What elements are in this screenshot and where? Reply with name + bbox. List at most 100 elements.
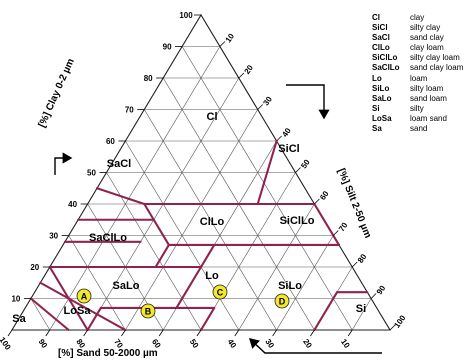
- legend-item: Cl clay: [372, 13, 463, 23]
- class-boundary: [152, 218, 170, 246]
- silt-axis-arrow: [286, 84, 330, 120]
- marker-circle: [212, 284, 228, 300]
- silt-tick-label: 100: [392, 313, 407, 330]
- sample-marker-c: C: [212, 284, 228, 300]
- legend-abbreviation: Si: [372, 103, 380, 113]
- legend-item: SiClLo silty clay loam: [372, 53, 463, 63]
- class-boundary: [48, 265, 89, 332]
- sand-axis-arrow: [248, 338, 382, 354]
- clay-tick-label: 70: [125, 106, 134, 115]
- zone-label-cl: Cl: [207, 111, 218, 123]
- zone-label-salo: SaLo: [113, 280, 140, 292]
- texture-class-boundaries: [29, 139, 369, 332]
- silt-tick-mark: [333, 230, 339, 236]
- clay-tick-label: 40: [68, 200, 77, 209]
- class-boundary: [175, 265, 203, 310]
- silt-tick-label: 70: [337, 220, 350, 233]
- marker-label: A: [81, 292, 88, 302]
- legend-name: sand clay loam: [410, 63, 464, 73]
- silt-tick-label: 20: [243, 63, 256, 76]
- sand-tick-label: 40: [226, 337, 239, 350]
- legend-abbreviation: Lo: [372, 73, 382, 83]
- sample-marker-d: D: [274, 293, 290, 309]
- legend-name: loam: [410, 73, 428, 83]
- zone-label-sacllo: SaClLo: [89, 232, 127, 244]
- legend-abbreviation: ClLo: [372, 43, 390, 53]
- legend-name: sand clay: [410, 33, 444, 43]
- legend-name: loam sand: [410, 113, 447, 123]
- zone-label-silo: SiLo: [278, 280, 302, 292]
- clay-axis-arrow: [54, 152, 73, 175]
- sand-tick-mark: [7, 329, 13, 337]
- silt-tick-mark: [257, 104, 263, 110]
- grid-line: [68, 235, 126, 331]
- legend-name: silty clay loam: [410, 53, 460, 63]
- class-boundary: [96, 187, 146, 206]
- grid-line: [144, 109, 277, 331]
- marker-circle: [140, 303, 156, 319]
- grid-line: [30, 298, 51, 331]
- clay-axis-label: [%] Clay 0-2 µm: [37, 57, 77, 129]
- silt-tick-label: 90: [375, 283, 388, 296]
- sand-tick-mark: [272, 329, 277, 337]
- sand-tick-mark: [83, 329, 88, 337]
- legend-abbreviation: SiLo: [372, 83, 390, 93]
- clay-tick-label: 50: [87, 169, 96, 178]
- legend-item: SiLo silty loam: [372, 84, 463, 94]
- class-boundary: [313, 202, 341, 246]
- silt-tick-label: 80: [356, 252, 369, 265]
- clay-tick-label: 20: [30, 263, 39, 272]
- sand-tick-mark: [196, 329, 202, 337]
- legend-abbreviation: Cl: [372, 13, 380, 22]
- grid-line: [351, 298, 372, 331]
- silt-tick-label: 10: [224, 31, 237, 44]
- legend-item: SaClLo sand clay loam: [372, 63, 463, 73]
- class-boundary: [39, 281, 127, 332]
- sand-tick-label: 50: [188, 337, 201, 350]
- legend-abbreviation: Sa: [372, 124, 382, 134]
- silt-tick-label: 40: [280, 126, 293, 139]
- silt-tick-mark: [276, 135, 282, 142]
- sand-tick-label: 10: [339, 337, 352, 350]
- grid-line: [49, 46, 221, 331]
- legend: Cl clay SiCl silty clay Sa Cl sand clay ClLo cla…: [372, 13, 463, 134]
- sand-tick-mark: [310, 329, 315, 337]
- class-boundary: [143, 202, 155, 221]
- silt-tick-label: 60: [318, 189, 331, 202]
- class-boundary: [256, 139, 278, 206]
- legend-name: clay loam: [410, 43, 444, 53]
- sand-tick-mark: [347, 329, 353, 337]
- legend-abbreviation: LoSa: [372, 113, 392, 123]
- class-boundary: [199, 306, 216, 332]
- legend-item: LoSa loam sand: [372, 114, 463, 124]
- zone-label-lo: Lo: [205, 270, 219, 282]
- legend-item: Si silty: [372, 104, 463, 114]
- legend-item: SaLo sand loam: [372, 94, 463, 104]
- clay-tick-label: 80: [144, 74, 153, 83]
- class-boundary: [86, 306, 102, 332]
- legend-name: silty clay: [410, 23, 441, 33]
- marker-label: D: [279, 297, 286, 307]
- silt-tick-mark: [295, 167, 301, 173]
- legend-name: clay: [410, 13, 425, 22]
- sample-marker-a: A: [76, 288, 92, 304]
- grid-line: [276, 235, 334, 331]
- sand-tick-label: 20: [301, 337, 314, 350]
- clay-tick-label: 60: [106, 137, 115, 146]
- clay-tick-label: 10: [11, 295, 20, 304]
- legend-name: silty loam: [410, 83, 444, 93]
- sample-marker-b: B: [140, 303, 156, 319]
- legend-abbreviation: SaClLo: [372, 63, 400, 73]
- clay-tick-label: 100: [179, 11, 193, 20]
- sand-tick-label: 30: [263, 337, 276, 350]
- legend-item: Lo loam: [372, 74, 463, 84]
- silt-tick-mark: [238, 72, 245, 79]
- clay-tick-label: 90: [163, 43, 172, 52]
- silt-tick-label: 50: [299, 157, 312, 170]
- marker-label: C: [217, 288, 224, 298]
- marker-circle: [274, 293, 290, 309]
- grid-line: [238, 203, 315, 331]
- grid-line: [125, 109, 258, 331]
- legend-abbreviation: SiCl: [372, 23, 388, 33]
- sand-tick-label: 90: [37, 337, 50, 350]
